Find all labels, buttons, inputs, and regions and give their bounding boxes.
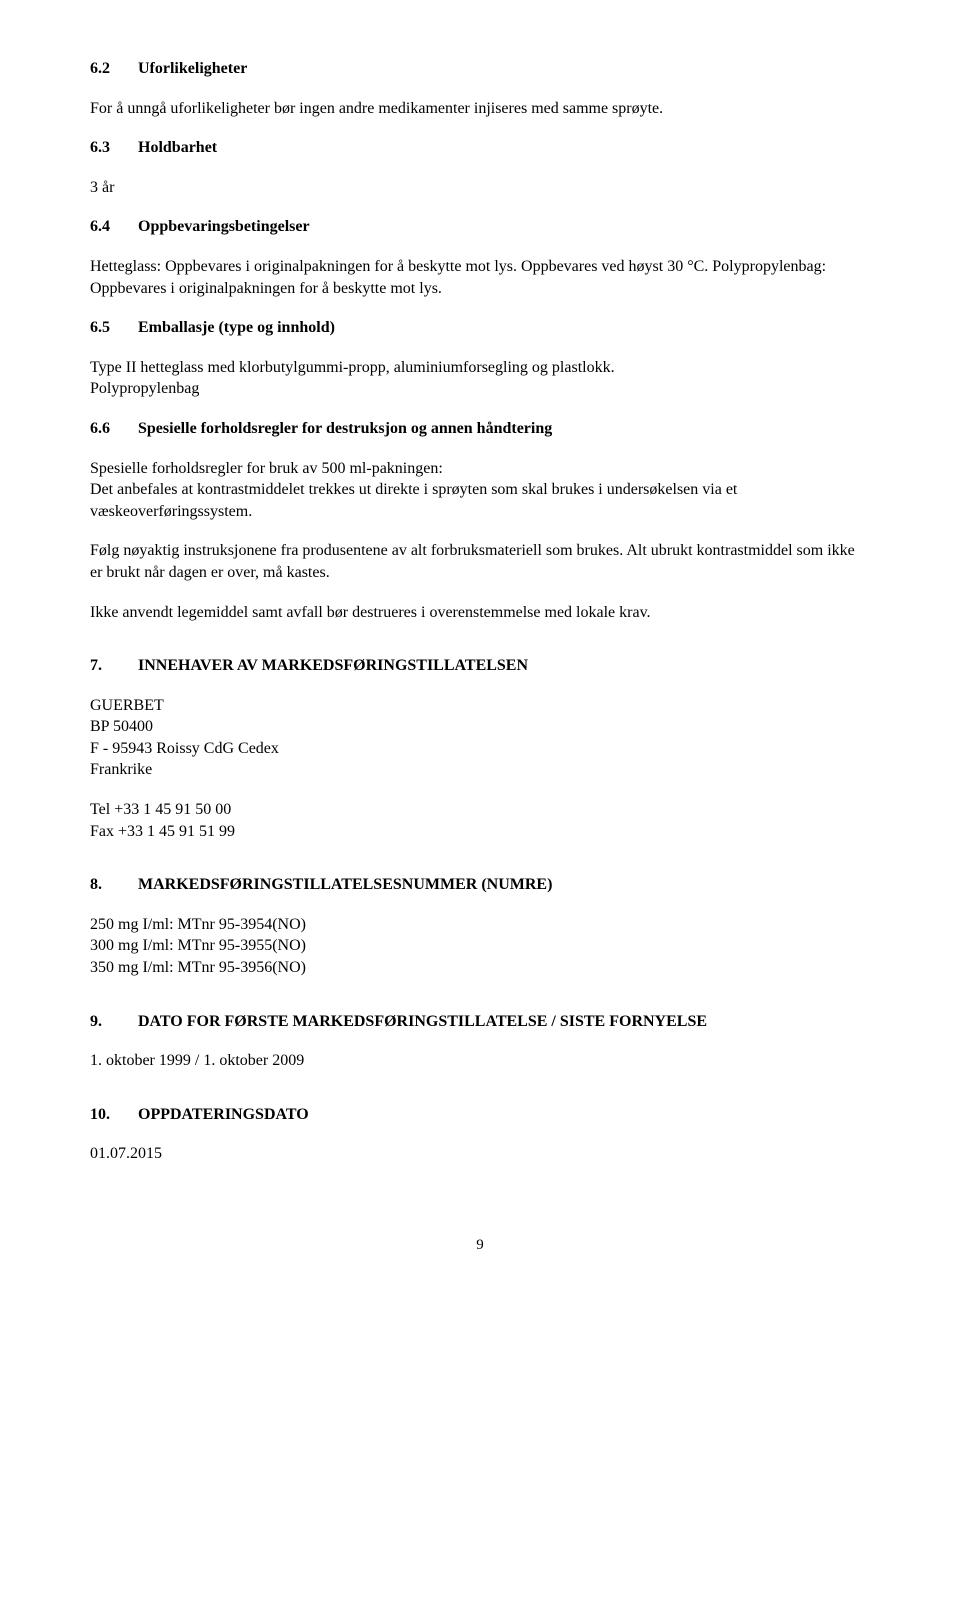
- heading-number: 10.: [90, 1104, 138, 1126]
- heading-title: INNEHAVER AV MARKEDSFØRINGSTILLATELSEN: [138, 657, 528, 674]
- paragraph: Ikke anvendt legemiddel samt avfall bør …: [90, 602, 870, 624]
- heading-title: Oppbevaringsbetingelser: [138, 218, 310, 235]
- heading-title: OPPDATERINGSDATO: [138, 1106, 309, 1123]
- document-page: 6.2Uforlikeligheter For å unngå uforlike…: [0, 0, 960, 1295]
- heading-title: Uforlikeligheter: [138, 60, 247, 77]
- heading-7: 7.INNEHAVER AV MARKEDSFØRINGSTILLATELSEN: [90, 655, 870, 677]
- paragraph: For å unngå uforlikeligheter bør ingen a…: [90, 98, 870, 120]
- paragraph: 01.07.2015: [90, 1143, 870, 1165]
- paragraph-line: Type II hetteglass med klorbutylgummi-pr…: [90, 357, 870, 379]
- heading-number: 6.5: [90, 317, 138, 339]
- heading-title: MARKEDSFØRINGSTILLATELSESNUMMER (NUMRE): [138, 876, 552, 893]
- address-line: BP 50400: [90, 716, 870, 738]
- heading-title: DATO FOR FØRSTE MARKEDSFØRINGSTILLATELSE…: [138, 1013, 707, 1030]
- telephone: Tel +33 1 45 91 50 00: [90, 799, 870, 821]
- heading-6-4: 6.4Oppbevaringsbetingelser: [90, 216, 870, 238]
- number-block: 250 mg I/ml: MTnr 95-3954(NO) 300 mg I/m…: [90, 914, 870, 979]
- contact-block: Tel +33 1 45 91 50 00 Fax +33 1 45 91 51…: [90, 799, 870, 842]
- heading-number: 6.3: [90, 137, 138, 159]
- paragraph: 3 år: [90, 177, 870, 199]
- list-line: 250 mg I/ml: MTnr 95-3954(NO): [90, 914, 870, 936]
- page-number: 9: [90, 1235, 870, 1255]
- heading-number: 8.: [90, 874, 138, 896]
- heading-number: 6.6: [90, 418, 138, 440]
- address-line: Frankrike: [90, 759, 870, 781]
- heading-number: 6.4: [90, 216, 138, 238]
- paragraph-line: Polypropylenbag: [90, 378, 870, 400]
- heading-number: 7.: [90, 655, 138, 677]
- heading-title: Emballasje (type og innhold): [138, 319, 335, 336]
- heading-number: 9.: [90, 1011, 138, 1033]
- paragraph: Hetteglass: Oppbevares i originalpakning…: [90, 256, 870, 299]
- heading-9: 9.DATO FOR FØRSTE MARKEDSFØRINGSTILLATEL…: [90, 1011, 870, 1033]
- address-line: F - 95943 Roissy CdG Cedex: [90, 738, 870, 760]
- paragraph: Følg nøyaktig instruksjonene fra produse…: [90, 540, 870, 583]
- paragraph: 1. oktober 1999 / 1. oktober 2009: [90, 1050, 870, 1072]
- address-line: GUERBET: [90, 695, 870, 717]
- paragraph-block: Type II hetteglass med klorbutylgummi-pr…: [90, 357, 870, 400]
- heading-number: 6.2: [90, 58, 138, 80]
- heading-8: 8.MARKEDSFØRINGSTILLATELSESNUMMER (NUMRE…: [90, 874, 870, 896]
- paragraph-line: Det anbefales at kontrastmiddelet trekke…: [90, 479, 870, 522]
- heading-6-5: 6.5Emballasje (type og innhold): [90, 317, 870, 339]
- list-line: 350 mg I/ml: MTnr 95-3956(NO): [90, 957, 870, 979]
- address-block: GUERBET BP 50400 F - 95943 Roissy CdG Ce…: [90, 695, 870, 781]
- heading-title: Holdbarhet: [138, 139, 217, 156]
- paragraph-block: Spesielle forholdsregler for bruk av 500…: [90, 458, 870, 523]
- heading-title: Spesielle forholdsregler for destruksjon…: [138, 420, 552, 437]
- paragraph-line: Spesielle forholdsregler for bruk av 500…: [90, 458, 870, 480]
- heading-6-6: 6.6Spesielle forholdsregler for destruks…: [90, 418, 870, 440]
- fax: Fax +33 1 45 91 51 99: [90, 821, 870, 843]
- list-line: 300 mg I/ml: MTnr 95-3955(NO): [90, 935, 870, 957]
- heading-6-3: 6.3Holdbarhet: [90, 137, 870, 159]
- heading-10: 10.OPPDATERINGSDATO: [90, 1104, 870, 1126]
- heading-6-2: 6.2Uforlikeligheter: [90, 58, 870, 80]
